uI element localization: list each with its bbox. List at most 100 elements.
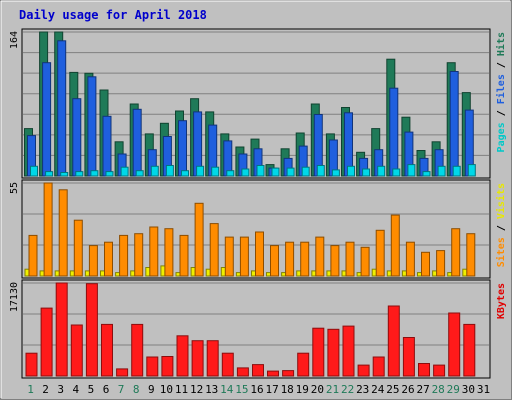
x-tick-22: 22 (341, 383, 354, 396)
bar-kbytes-day-4 (70, 324, 83, 377)
bar-kbytes-day-21 (327, 328, 340, 377)
bar-sites-day-1 (28, 234, 38, 277)
bar-pages-day-25 (392, 168, 401, 177)
legend-item: Sites (495, 237, 507, 267)
x-tick-24: 24 (371, 383, 385, 396)
x-tick-3: 3 (57, 383, 64, 396)
bar-kbytes-day-11 (176, 335, 189, 377)
legend-middle: Sites / Visits (495, 183, 507, 267)
bar-sites-day-26 (405, 241, 415, 277)
bar-files-day-2 (42, 62, 52, 177)
bar-pages-day-11 (181, 170, 189, 177)
x-tick-20: 20 (311, 383, 324, 396)
bar-pages-day-17 (271, 167, 280, 177)
x-tick-28: 28 (432, 383, 445, 396)
chart-title: Daily usage for April 2018 (19, 8, 207, 22)
legend-top: Pages / Files / Hits (495, 32, 507, 152)
bar-kbytes-day-14 (221, 352, 234, 377)
y-max-label: 17130 (9, 282, 20, 312)
x-tick-10: 10 (160, 383, 173, 396)
bar-sites-day-28 (436, 250, 446, 277)
x-tick-5: 5 (88, 383, 95, 396)
bar-pages-day-5 (90, 170, 99, 177)
bar-pages-day-29 (452, 165, 461, 177)
bar-kbytes-day-28 (433, 364, 446, 377)
bar-sites-day-6 (104, 241, 113, 277)
x-tick-7: 7 (118, 383, 125, 396)
x-tick-25: 25 (386, 383, 399, 396)
bar-kbytes-day-15 (236, 367, 249, 377)
bar-sites-day-8 (134, 233, 144, 277)
bar-pages-day-16 (256, 165, 265, 177)
x-tick-27: 27 (416, 383, 429, 396)
bar-sites-day-16 (255, 231, 264, 277)
panel-middle: 55 Sites / Visits (9, 179, 507, 279)
legend-separator: / (496, 104, 507, 122)
bar-kbytes-day-16 (252, 364, 264, 377)
bar-sites-day-19 (300, 241, 310, 277)
bar-sites-day-21 (330, 245, 340, 277)
bar-pages-day-1 (30, 165, 38, 177)
bar-kbytes-day-10 (161, 356, 174, 377)
x-tick-9: 9 (148, 383, 155, 396)
legend-item: KBytes (496, 283, 507, 319)
bar-sites-day-24 (375, 229, 385, 277)
x-tick-18: 18 (281, 383, 294, 396)
bar-files-day-5 (87, 76, 97, 177)
bar-pages-day-26 (407, 164, 416, 177)
bar-files-day-29 (449, 71, 459, 177)
bar-files-day-25 (389, 87, 399, 177)
bar-files-day-6 (102, 115, 112, 177)
x-tick-15: 15 (235, 383, 248, 396)
bar-kbytes-day-8 (131, 323, 144, 377)
x-tick-26: 26 (401, 383, 414, 396)
bar-kbytes-day-20 (312, 327, 325, 377)
bar-pages-day-12 (196, 165, 205, 177)
x-tick-21: 21 (326, 383, 339, 396)
series-pages (30, 164, 476, 177)
bar-pages-day-15 (241, 168, 250, 177)
bar-pages-day-13 (211, 166, 220, 177)
bar-pages-day-23 (362, 168, 371, 177)
bar-pages-day-3 (60, 172, 69, 177)
bar-sites-day-13 (209, 223, 219, 277)
y-max-label: 55 (9, 182, 20, 194)
bar-kbytes-day-13 (206, 340, 219, 377)
bar-sites-day-7 (119, 234, 129, 277)
bar-kbytes-day-24 (372, 356, 385, 377)
bar-files-day-8 (132, 108, 142, 177)
bar-sites-day-12 (194, 202, 204, 277)
bar-pages-day-8 (135, 170, 144, 177)
x-tick-2: 2 (42, 383, 49, 396)
bar-pages-day-4 (75, 171, 84, 177)
bar-pages-day-9 (150, 165, 159, 177)
x-tick-11: 11 (175, 383, 188, 396)
legend-item: Files (495, 74, 507, 104)
bar-kbytes-day-17 (267, 370, 279, 377)
bar-pages-day-27 (422, 171, 431, 177)
bar-sites-day-20 (315, 236, 325, 277)
x-tick-13: 13 (205, 383, 218, 396)
panel-top: 164 Pages / Files / Hits (9, 28, 507, 179)
bar-pages-day-30 (467, 164, 476, 177)
bar-pages-day-14 (226, 170, 235, 177)
series-sites (28, 182, 476, 277)
bar-kbytes-day-29 (448, 312, 461, 377)
x-tick-23: 23 (356, 383, 369, 396)
x-tick-31: 31 (477, 383, 490, 396)
legend-item: Pages (496, 122, 507, 152)
series-files (27, 40, 474, 177)
legend-item: Visits (495, 183, 507, 219)
legend-item: Hits (495, 32, 507, 56)
bar-files-day-4 (72, 98, 82, 177)
legend-separator: / (496, 56, 507, 74)
bar-pages-day-7 (120, 166, 129, 177)
bar-sites-day-27 (421, 251, 430, 277)
bar-sites-day-23 (360, 246, 370, 277)
x-tick-4: 4 (72, 383, 79, 396)
bar-kbytes-day-7 (116, 368, 129, 377)
x-tick-6: 6 (103, 383, 110, 396)
bar-kbytes-day-9 (146, 356, 159, 377)
bar-pages-day-21 (331, 169, 340, 177)
